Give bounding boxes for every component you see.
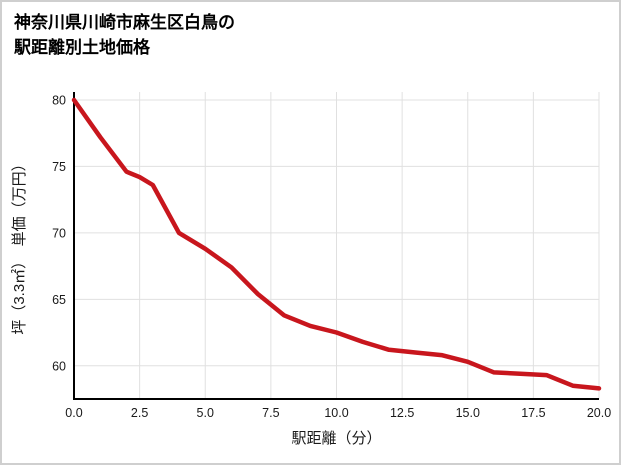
x-tick-label: 0.0 — [65, 406, 82, 420]
x-tick-label: 20.0 — [587, 406, 611, 420]
y-tick-label: 65 — [52, 293, 66, 307]
x-tick-label: 17.5 — [521, 406, 545, 420]
y-tick-label: 60 — [52, 359, 66, 373]
price-line-series — [71, 97, 602, 391]
chart-title-line1: 神奈川県川崎市麻生区白鳥の — [14, 13, 235, 32]
x-tick-label: 2.5 — [131, 406, 148, 420]
y-tick-label: 70 — [52, 226, 66, 240]
x-tick-label: 10.0 — [324, 406, 348, 420]
chart-title: 神奈川県川崎市麻生区白鳥の 駅距離別土地価格 — [14, 11, 235, 60]
chart-title-line2: 駅距離別土地価格 — [14, 37, 150, 57]
x-tick-label: 15.0 — [456, 406, 480, 420]
y-axis-title: 坪（3.3㎡） 単価（万円） — [11, 156, 28, 334]
y-tick-label: 80 — [52, 93, 66, 107]
x-tick-label: 7.5 — [262, 406, 279, 420]
x-tick-label: 5.0 — [197, 406, 214, 420]
x-tick-label: 12.5 — [390, 406, 414, 420]
x-axis-title: 駅距離（分） — [291, 429, 381, 447]
y-tick-label: 75 — [52, 160, 66, 174]
